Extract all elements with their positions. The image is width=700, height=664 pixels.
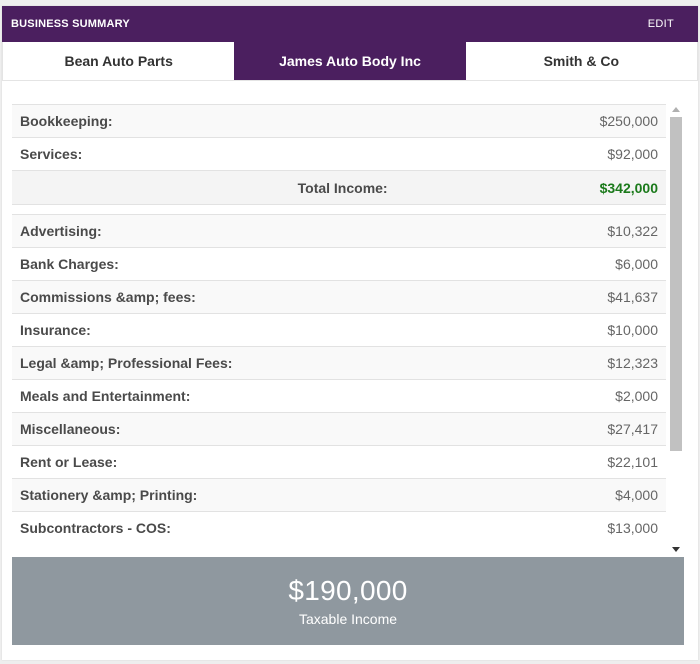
row-label: Advertising: bbox=[20, 223, 102, 239]
scroll-down-arrow-icon[interactable] bbox=[672, 547, 680, 552]
row-label: Legal &amp; Professional Fees: bbox=[20, 355, 233, 371]
company-tabs: Bean Auto Parts James Auto Body Inc Smit… bbox=[2, 42, 698, 81]
table-row: Rent or Lease: $22,101 bbox=[12, 445, 666, 478]
table-row: Insurance: $10,000 bbox=[12, 313, 666, 346]
table-scrollbar[interactable] bbox=[670, 104, 682, 556]
row-label: Subcontractors - COS: bbox=[20, 520, 171, 536]
row-label: Rent or Lease: bbox=[20, 454, 118, 470]
row-label: Services: bbox=[20, 146, 83, 162]
tab-smith-and-co[interactable]: Smith & Co bbox=[465, 42, 698, 80]
table-row: Miscellaneous: $27,417 bbox=[12, 412, 666, 445]
row-value: $4,000 bbox=[615, 487, 658, 503]
total-income-row: Total Income: $342,000 bbox=[12, 170, 666, 204]
row-label: Stationery &amp; Printing: bbox=[20, 487, 198, 503]
table-row: Advertising: $10,322 bbox=[12, 214, 666, 247]
scrollbar-thumb[interactable] bbox=[670, 117, 682, 451]
row-label: Meals and Entertainment: bbox=[20, 388, 191, 404]
row-value: $92,000 bbox=[607, 146, 658, 162]
card-header: BUSINESS SUMMARY EDIT bbox=[2, 6, 698, 42]
table-row: Legal &amp; Professional Fees: $12,323 bbox=[12, 346, 666, 379]
row-value: $250,000 bbox=[599, 113, 658, 129]
taxable-income-summary: $190,000 Taxable Income bbox=[12, 557, 684, 645]
row-value: $13,000 bbox=[607, 520, 658, 536]
row-label: Insurance: bbox=[20, 322, 91, 338]
row-value: $10,000 bbox=[607, 322, 658, 338]
table-row: Bank Charges: $6,000 bbox=[12, 247, 666, 280]
section-divider bbox=[12, 204, 666, 214]
row-label: Bookkeeping: bbox=[20, 113, 113, 129]
row-value: $2,000 bbox=[615, 388, 658, 404]
row-value: $6,000 bbox=[615, 256, 658, 272]
edit-link[interactable]: EDIT bbox=[647, 18, 674, 30]
tab-bean-auto-parts[interactable]: Bean Auto Parts bbox=[2, 42, 235, 80]
row-label: Bank Charges: bbox=[20, 256, 119, 272]
scroll-up-arrow-icon[interactable] bbox=[672, 107, 680, 112]
table-row: Commissions &amp; fees: $41,637 bbox=[12, 280, 666, 313]
taxable-income-amount: $190,000 bbox=[288, 575, 408, 606]
tab-james-auto-body-inc[interactable]: James Auto Body Inc bbox=[234, 42, 466, 80]
table-row: Meals and Entertainment: $2,000 bbox=[12, 379, 666, 412]
table-row: Subcontractors - COS: $13,000 bbox=[12, 511, 666, 544]
row-label: Miscellaneous: bbox=[20, 421, 121, 437]
row-value: $27,417 bbox=[607, 421, 658, 437]
taxable-income-caption: Taxable Income bbox=[298, 611, 398, 627]
total-income-label: Total Income: bbox=[297, 179, 388, 196]
row-value: $10,322 bbox=[607, 223, 658, 239]
table-row: Bookkeeping: $250,000 bbox=[12, 104, 666, 137]
row-value: $41,637 bbox=[607, 289, 658, 305]
row-label: Commissions &amp; fees: bbox=[20, 289, 196, 305]
summary-table: Bookkeeping: $250,000 Services: $92,000 … bbox=[12, 104, 682, 556]
table-row: Services: $92,000 bbox=[12, 137, 666, 170]
card-title: BUSINESS SUMMARY bbox=[11, 18, 130, 30]
total-income-value: $342,000 bbox=[599, 179, 658, 196]
row-value: $12,323 bbox=[607, 355, 658, 371]
table-row: Stationery &amp; Printing: $4,000 bbox=[12, 478, 666, 511]
row-value: $22,101 bbox=[607, 454, 658, 470]
